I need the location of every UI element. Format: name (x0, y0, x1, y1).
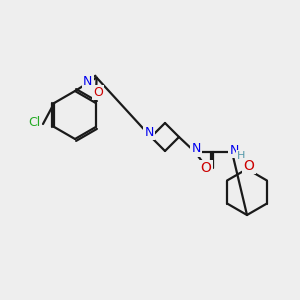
Text: N: N (144, 125, 154, 139)
Text: Cl: Cl (28, 116, 40, 130)
Text: H: H (237, 151, 245, 161)
Text: O: O (244, 159, 254, 173)
Text: N: N (191, 142, 201, 155)
Text: N: N (83, 75, 93, 88)
Text: N: N (229, 143, 239, 157)
Text: O: O (201, 161, 212, 175)
Text: O: O (93, 85, 103, 98)
